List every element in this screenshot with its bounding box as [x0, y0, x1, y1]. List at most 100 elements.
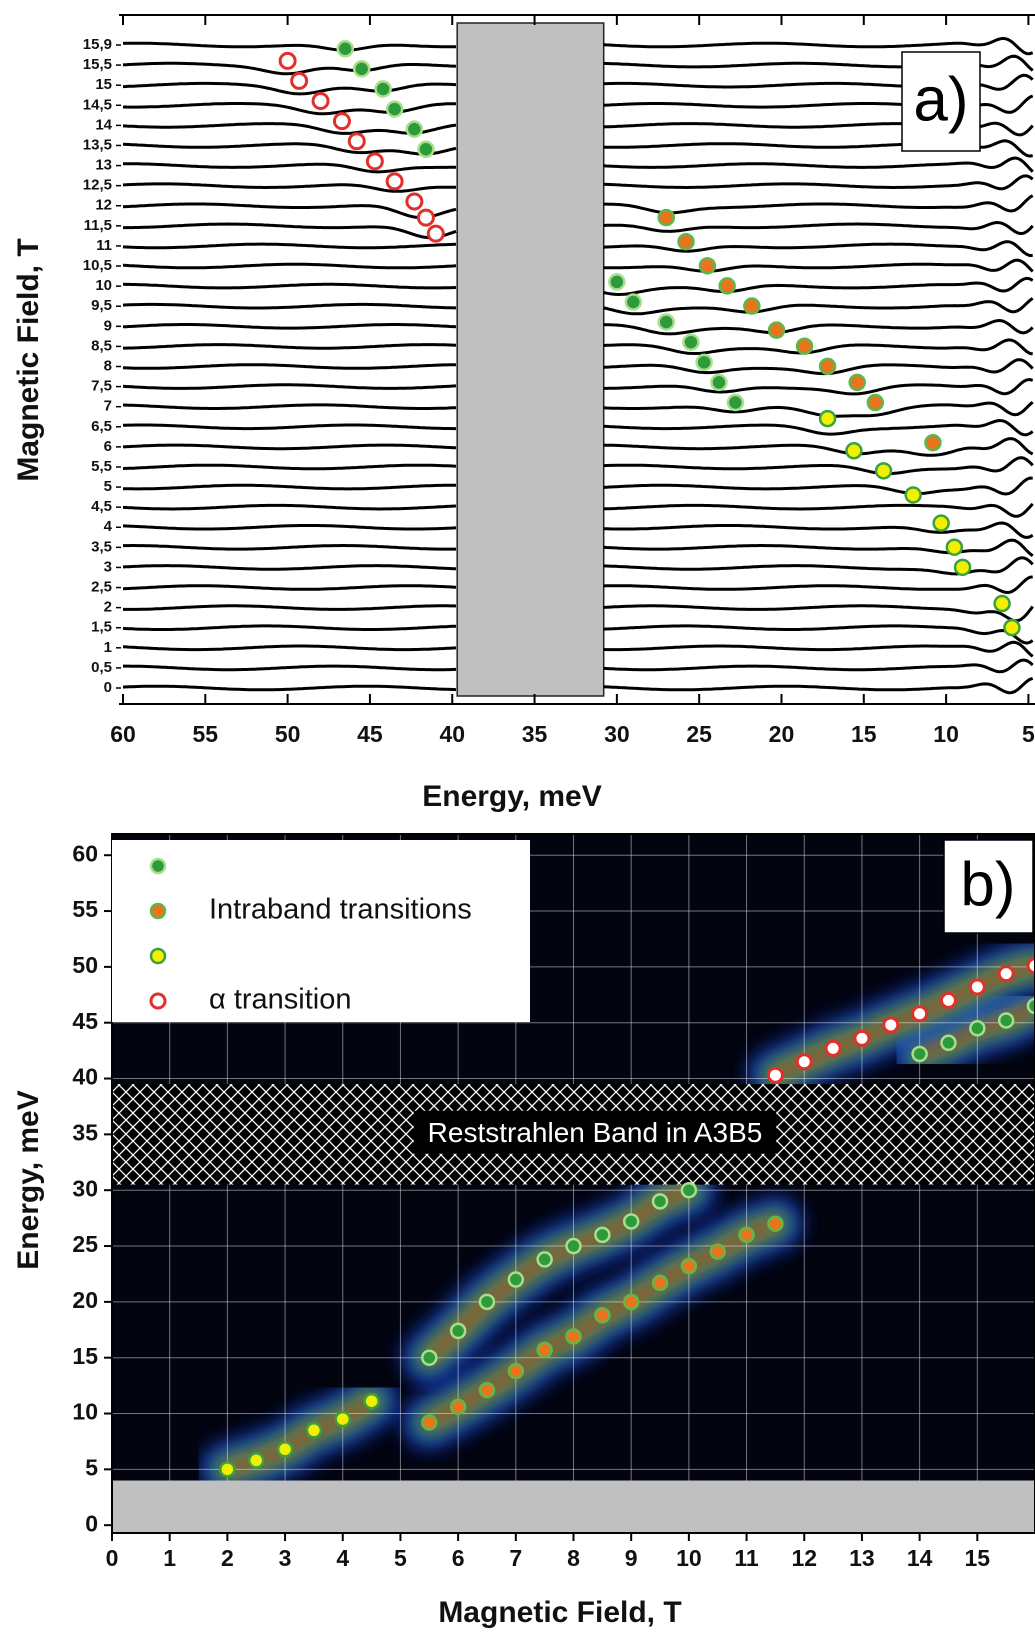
data-point: [332, 112, 351, 131]
y-tick-label: 12: [95, 197, 112, 214]
y-tick-label: 4,5: [91, 498, 112, 515]
data-point: [997, 965, 1015, 983]
data-point: [993, 594, 1011, 613]
data-point: [352, 60, 371, 78]
legend: [112, 840, 530, 1022]
y-tick-label: 13: [95, 157, 112, 174]
data-point: [939, 991, 957, 1009]
data-point: [1026, 957, 1035, 975]
x-tick-label: 10: [676, 1545, 702, 1571]
x-tick-label: 45: [357, 721, 383, 747]
spectrum-curve: [122, 174, 1034, 193]
data-point: [336, 40, 354, 58]
data-point: [219, 1461, 236, 1478]
spectrum-curve: [123, 604, 1034, 623]
annotation-box: [901, 51, 981, 152]
data-point: [278, 51, 297, 70]
y-tick-label: 25: [72, 1231, 98, 1257]
data-point: [795, 337, 814, 355]
spectrum-curve: [122, 640, 1034, 658]
spectrum-curve: [122, 358, 1034, 376]
y-tick-label: 9: [104, 317, 112, 334]
spectrum-curve: [122, 575, 1033, 595]
data-point: [940, 1034, 957, 1052]
y-tick-label: 45: [72, 1008, 98, 1034]
data-point: [449, 1322, 467, 1340]
data-point: [932, 514, 950, 532]
y-tick-label: 10,5: [83, 257, 112, 274]
x-tick-label: 25: [686, 721, 712, 747]
band-label-box: [413, 1110, 777, 1154]
data-point: [290, 71, 309, 90]
spectrum-curve: [122, 521, 1034, 540]
data-point: [405, 120, 424, 138]
legend-marker: [149, 947, 167, 965]
data-point: [709, 1243, 726, 1260]
data-point: [657, 313, 675, 331]
legend-label: Intraband transitions: [209, 894, 472, 926]
data-point: [818, 357, 837, 376]
y-tick-label: 5: [104, 478, 112, 495]
data-point: [818, 409, 837, 428]
y-tick-label: 1: [104, 639, 112, 656]
spectrum-curve: [123, 476, 1033, 496]
y-axis-title: Magnetic Field, T: [12, 238, 45, 481]
spectrum-curve: [122, 276, 1034, 297]
spectrum-curve: [122, 418, 1034, 437]
data-point: [478, 1381, 496, 1399]
annotation: a): [913, 65, 968, 134]
y-tick-label: 35: [72, 1119, 98, 1145]
y-tick-label: 14,5: [83, 96, 112, 113]
spectrum-curve: [122, 400, 1034, 418]
data-point: [997, 1012, 1015, 1029]
data-point: [657, 208, 675, 227]
annotation: b): [960, 850, 1015, 919]
x-tick-label: 60: [110, 721, 136, 747]
y-tick-label: 30: [72, 1175, 98, 1201]
y-tick-label: 0,5: [91, 659, 112, 676]
data-point: [608, 273, 626, 291]
data-point: [969, 1020, 986, 1037]
x-tick-label: 7: [509, 1545, 522, 1571]
annotation-box: [943, 839, 1034, 934]
legend-label: α transition: [209, 984, 352, 1016]
data-point: [874, 462, 893, 480]
data-point: [374, 80, 392, 98]
x-tick-label: 13: [849, 1545, 875, 1571]
y-tick-label: 15,9: [83, 36, 112, 53]
x-tick-label: 1: [163, 1545, 176, 1571]
y-tick-label: 1,5: [91, 619, 112, 636]
data-point: [421, 1349, 438, 1366]
legend-marker: [149, 902, 167, 920]
data-point: [507, 1271, 525, 1288]
y-tick-label: 13,5: [83, 136, 112, 153]
y-tick-label: 9,5: [91, 297, 112, 314]
y-axis-title: Energy, meV: [12, 1090, 45, 1270]
data-point: [853, 1029, 871, 1047]
data-point: [363, 1392, 380, 1410]
spectrum-curve: [122, 297, 1034, 316]
y-tick-label: 8: [104, 357, 112, 374]
data-point: [421, 1414, 438, 1431]
y-tick-label: 7,5: [91, 378, 112, 395]
spectrum-curve: [123, 658, 1034, 674]
y-tick-label: 6: [104, 438, 112, 455]
data-point: [726, 393, 745, 412]
spectrum-curve: [122, 676, 1034, 695]
data-point: [1003, 618, 1021, 637]
y-tick-label: 2: [104, 599, 112, 616]
x-tick-label: 10: [933, 721, 959, 747]
spectrum-curve: [122, 36, 1034, 56]
y-tick-label: 7: [104, 398, 112, 415]
y-tick-label: 5: [85, 1454, 98, 1480]
spectrum-curve: [123, 156, 1034, 174]
data-point: [682, 333, 700, 351]
excluded-band: [456, 22, 605, 697]
spectrum-curve: [122, 377, 1034, 396]
data-point: [695, 353, 713, 372]
x-tick-label: 35: [522, 721, 548, 747]
data-point: [426, 224, 445, 243]
y-tick-label: 10: [72, 1399, 98, 1425]
data-point: [507, 1362, 525, 1380]
data-point: [945, 538, 964, 556]
